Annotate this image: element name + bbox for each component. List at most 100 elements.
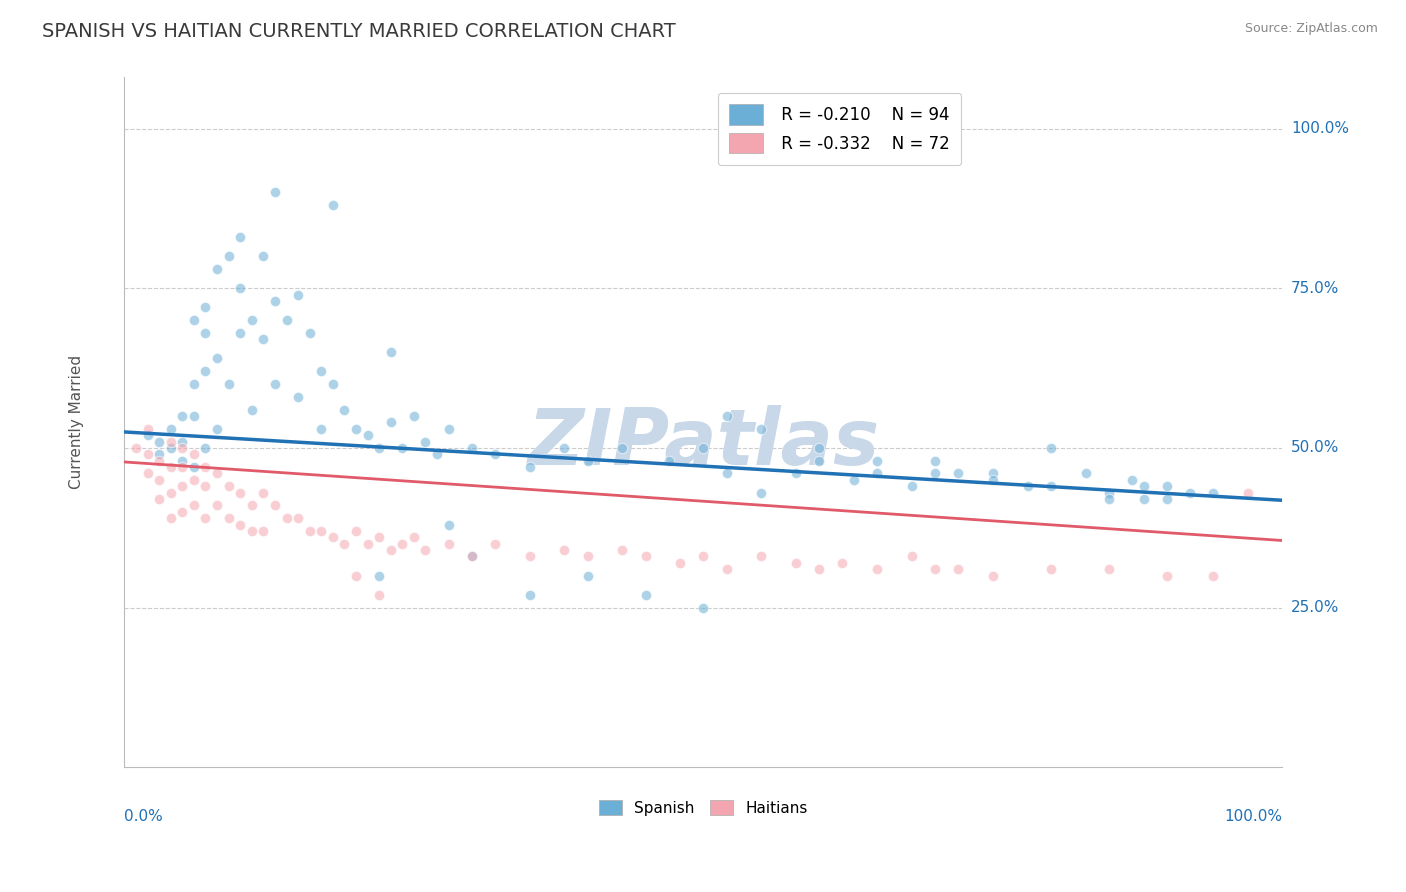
Point (148, 453, 170, 467)
Legend: Spanish, Haitians: Spanish, Haitians (593, 794, 814, 822)
Point (194, 364, 217, 378)
Point (159, 434, 181, 449)
Point (368, 588, 391, 602)
Point (391, 537, 413, 551)
Point (576, 453, 599, 467)
Point (183, 460, 205, 475)
Point (309, 524, 332, 538)
Point (229, 326, 252, 340)
Point (484, 447, 506, 461)
Point (298, 524, 321, 538)
Point (1132, 479, 1154, 493)
Point (461, 549, 484, 564)
Point (183, 447, 205, 461)
Point (749, 422, 772, 436)
Point (437, 517, 460, 532)
Point (240, 313, 263, 327)
Point (218, 479, 240, 493)
Point (240, 499, 263, 513)
Text: 50.0%: 50.0% (1291, 441, 1339, 456)
Point (461, 441, 484, 455)
Point (576, 549, 599, 564)
Point (415, 543, 437, 558)
Point (785, 467, 807, 481)
Point (1098, 562, 1121, 576)
Point (309, 364, 332, 378)
Point (194, 479, 217, 493)
Point (136, 428, 159, 442)
Point (924, 562, 946, 576)
Point (901, 549, 924, 564)
Point (229, 485, 252, 500)
Point (240, 402, 263, 417)
Point (218, 377, 240, 392)
Point (172, 479, 194, 493)
Point (136, 467, 159, 481)
Point (333, 537, 356, 551)
Point (229, 230, 252, 244)
Point (172, 434, 194, 449)
Point (322, 530, 344, 544)
Point (716, 467, 738, 481)
Point (344, 422, 367, 436)
Point (205, 351, 228, 366)
Text: 0.0%: 0.0% (124, 809, 163, 823)
Point (194, 326, 217, 340)
Point (484, 537, 506, 551)
Point (159, 485, 181, 500)
Point (380, 415, 402, 429)
Point (183, 409, 205, 423)
Point (1202, 485, 1225, 500)
Text: 25.0%: 25.0% (1291, 600, 1339, 615)
Point (749, 485, 772, 500)
Point (749, 549, 772, 564)
Point (322, 198, 344, 212)
Point (344, 568, 367, 582)
Point (205, 422, 228, 436)
Point (1236, 485, 1258, 500)
Point (692, 549, 714, 564)
Point (287, 511, 309, 525)
Point (298, 326, 321, 340)
Point (148, 447, 170, 461)
Point (437, 422, 460, 436)
Point (866, 562, 889, 576)
Point (716, 562, 738, 576)
Point (368, 441, 391, 455)
Point (368, 568, 391, 582)
Point (252, 332, 274, 346)
Point (1074, 467, 1097, 481)
Point (1017, 479, 1039, 493)
Point (356, 537, 378, 551)
Point (125, 441, 148, 455)
Point (391, 441, 413, 455)
Point (287, 287, 309, 301)
Point (252, 249, 274, 263)
Point (612, 441, 634, 455)
Text: Currently Married: Currently Married (69, 355, 84, 490)
Point (380, 345, 402, 359)
Point (309, 422, 332, 436)
Point (264, 293, 287, 308)
Point (368, 530, 391, 544)
Point (519, 588, 541, 602)
Point (1121, 473, 1143, 487)
Point (148, 434, 170, 449)
Point (924, 467, 946, 481)
Point (426, 447, 449, 461)
Point (252, 524, 274, 538)
Point (183, 377, 205, 392)
Point (842, 473, 865, 487)
Point (1098, 485, 1121, 500)
Point (252, 485, 274, 500)
Point (576, 568, 599, 582)
Point (669, 556, 692, 570)
Point (1156, 479, 1178, 493)
Point (901, 479, 924, 493)
Point (183, 313, 205, 327)
Point (205, 467, 228, 481)
Text: 100.0%: 100.0% (1225, 809, 1282, 823)
Point (264, 186, 287, 200)
Point (159, 441, 181, 455)
Point (172, 441, 194, 455)
